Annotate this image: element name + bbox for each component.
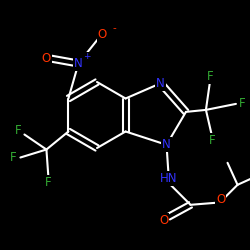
Text: O: O [98, 28, 107, 41]
Text: F: F [45, 176, 52, 189]
Text: F: F [15, 124, 22, 137]
Text: F: F [238, 98, 245, 110]
Text: N: N [162, 138, 171, 151]
Text: +: + [83, 52, 90, 61]
Text: F: F [208, 134, 215, 147]
Text: N: N [74, 57, 83, 70]
Text: F: F [10, 151, 17, 164]
Text: HN: HN [160, 172, 177, 185]
Text: -: - [112, 24, 116, 34]
Text: O: O [159, 214, 168, 227]
Text: N: N [156, 77, 165, 90]
Text: O: O [42, 52, 51, 65]
Text: F: F [206, 70, 213, 84]
Text: O: O [216, 193, 225, 206]
